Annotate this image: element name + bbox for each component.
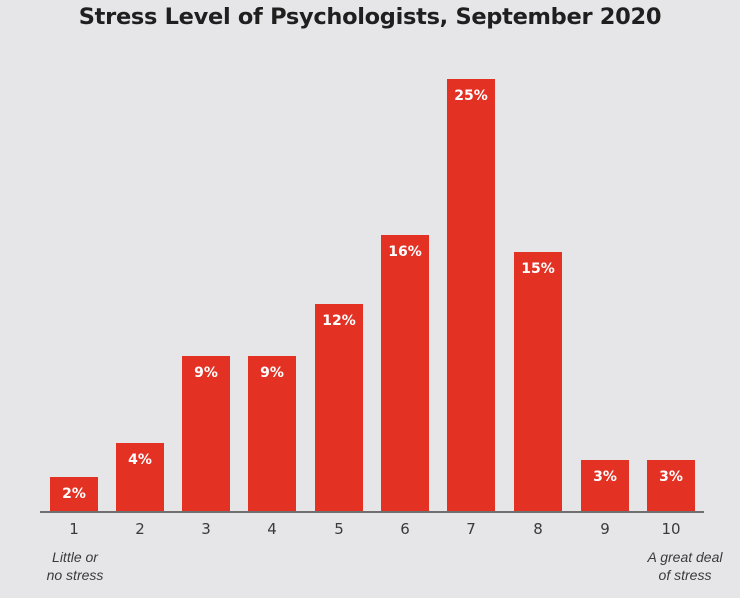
bar-4: 9% [248,356,296,512]
low-stress-annotation: Little or no stress [30,548,120,584]
x-tick-label: 4 [267,520,277,538]
bar-2: 4% [116,443,164,512]
x-tick-label: 8 [533,520,543,538]
bar-6: 16% [381,235,429,512]
low-stress-line-2: no stress [46,567,104,583]
low-stress-line-1: Little or [52,549,98,565]
high-stress-line-1: A great deal [647,549,723,565]
bar-3: 9% [182,356,230,512]
high-stress-line-2: of stress [658,567,712,583]
bar-value-label: 9% [260,365,284,381]
x-tick-label: 7 [466,520,476,538]
bar-value-label: 3% [659,469,683,485]
bar-value-label: 3% [593,469,617,485]
bar-10: 3% [647,460,695,512]
bar-value-label: 2% [62,486,86,502]
bar-value-label: 9% [194,365,218,381]
x-tick-label: 1 [69,520,79,538]
x-tick-label: 10 [661,520,681,538]
bar-value-label: 12% [322,313,356,329]
x-tick-label: 5 [334,520,344,538]
x-axis-line [40,511,704,513]
bar-8: 15% [514,252,562,512]
bar-value-label: 4% [128,452,152,468]
bar-7: 25% [447,79,495,512]
x-tick-label: 2 [135,520,145,538]
x-tick-label: 3 [201,520,211,538]
x-tick-label: 9 [600,520,610,538]
bar-9: 3% [581,460,629,512]
chart-title: Stress Level of Psychologists, September… [78,4,662,30]
x-tick-label: 6 [400,520,410,538]
high-stress-annotation: A great deal of stress [630,548,740,584]
bar-value-label: 25% [454,88,488,104]
bar-value-label: 16% [388,244,422,260]
bar-5: 12% [315,304,363,512]
bar-1: 2% [50,477,98,512]
bar-value-label: 15% [521,261,555,277]
